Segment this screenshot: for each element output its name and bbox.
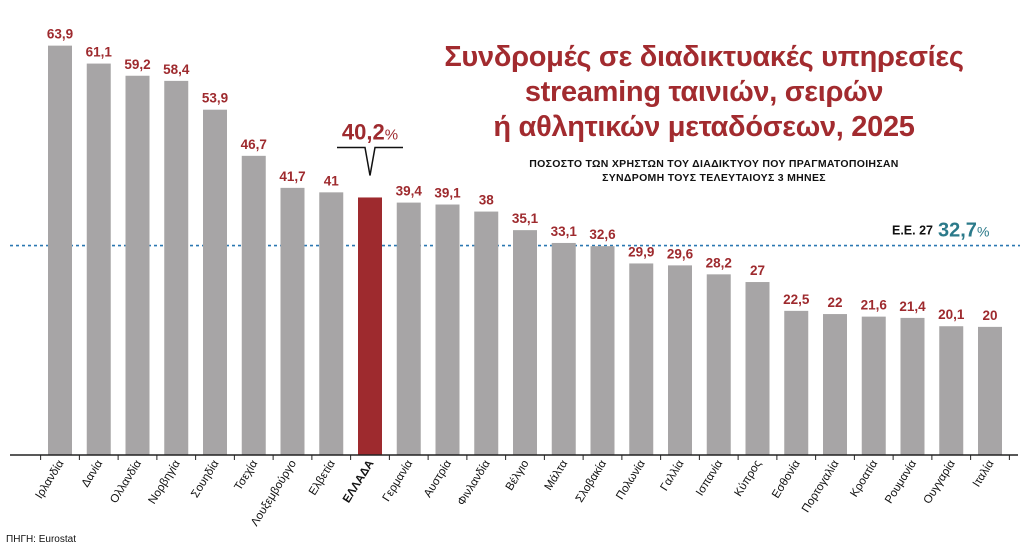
bar bbox=[629, 263, 654, 455]
value-label: 41,7 bbox=[279, 169, 305, 184]
bar bbox=[745, 282, 770, 455]
category-label: Ιρλανδία bbox=[34, 458, 67, 501]
value-label: 61,1 bbox=[86, 45, 113, 60]
eu-average-unit: % bbox=[977, 224, 989, 240]
bar bbox=[939, 326, 964, 455]
bar bbox=[280, 187, 305, 455]
chart-subtitle: ΠΟΣΟΣΤΟ ΤΩΝ ΧΡΗΣΤΩΝ ΤΟΥ ΔΙΑΔΙΚΤΥΟΥ ΠΟΥ Π… bbox=[474, 157, 954, 185]
bar bbox=[86, 63, 111, 455]
bar bbox=[784, 310, 809, 455]
category-label: Ισπανία bbox=[694, 458, 725, 498]
value-label: 39,1 bbox=[434, 186, 461, 201]
eu-average-label: Ε.Ε. 27 bbox=[892, 224, 933, 238]
category-label: Ρουμανία bbox=[883, 458, 919, 506]
value-label: 41 bbox=[324, 173, 340, 188]
bar bbox=[203, 109, 227, 455]
value-label: 29,9 bbox=[628, 244, 654, 259]
category-label: Βέλγιο bbox=[504, 458, 532, 493]
value-label: 20,1 bbox=[938, 307, 965, 322]
chart-title-line: Συνδρομές σε διαδικτυακές υπηρεσίες bbox=[444, 41, 964, 73]
value-label: 38 bbox=[479, 193, 495, 208]
eu-average-value: 32,7% bbox=[938, 220, 989, 242]
value-label: 22 bbox=[827, 295, 842, 310]
category-label: Σλοβακία bbox=[574, 458, 609, 505]
category-label: Ελβετία bbox=[307, 458, 338, 498]
bar bbox=[668, 265, 692, 455]
chart-title-line: streaming ταινιών, σειρών bbox=[524, 76, 884, 108]
category-label: ΕΛΛΑΔΑ bbox=[341, 458, 377, 505]
value-label: 21,6 bbox=[861, 298, 888, 313]
value-label: 32,6 bbox=[589, 227, 616, 242]
highlight-value-label: 40,2% bbox=[342, 119, 398, 144]
highlight-value-unit: % bbox=[385, 126, 398, 143]
bar bbox=[358, 197, 382, 455]
value-label: 22,5 bbox=[783, 292, 810, 307]
category-label: Εσθονία bbox=[770, 458, 803, 501]
category-label: Κροατία bbox=[848, 458, 880, 499]
source-note: ΠΗΓΗ: Eurostat bbox=[6, 534, 76, 545]
bar bbox=[474, 211, 499, 455]
bar bbox=[823, 314, 847, 455]
category-label: Πολωνία bbox=[614, 458, 648, 502]
category-label: Αυστρία bbox=[422, 458, 454, 500]
chart-title-line: ή αθλητικών μεταδόσεων, 2025 bbox=[493, 111, 915, 143]
category-label: Ολλανδία bbox=[108, 458, 144, 506]
value-label: 28,2 bbox=[706, 255, 732, 270]
category-label: Μάλτα bbox=[543, 458, 571, 493]
bar bbox=[241, 155, 266, 455]
bar bbox=[125, 75, 150, 455]
value-label: 53,9 bbox=[202, 91, 228, 106]
category-label: Κύπρος bbox=[732, 458, 764, 499]
value-label: 20 bbox=[982, 308, 997, 323]
bar bbox=[861, 316, 886, 455]
category-label: Ουγγαρία bbox=[922, 458, 958, 506]
category-label: Πορτογαλία bbox=[800, 458, 842, 515]
highlight-callout-pointer bbox=[337, 146, 403, 176]
value-label: 27 bbox=[750, 263, 765, 278]
bar bbox=[551, 242, 576, 455]
chart-title: Συνδρομές σε διαδικτυακές υπηρεσίες stre… bbox=[424, 40, 984, 145]
value-label: 33,1 bbox=[551, 224, 578, 239]
value-label: 21,4 bbox=[899, 299, 926, 314]
bar bbox=[164, 80, 189, 455]
chart-subtitle-line: ΠΟΣΟΣΤΟ ΤΩΝ ΧΡΗΣΤΩΝ ΤΟΥ ΔΙΑΔΙΚΤΥΟΥ ΠΟΥ Π… bbox=[529, 158, 899, 170]
chart-subtitle-line: ΣΥΝΔΡΟΜΗ ΤΟΥΣ ΤΕΛΕΥΤΑΙΟΥΣ 3 ΜΗΝΕΣ bbox=[602, 172, 826, 184]
category-label: Δανία bbox=[80, 458, 106, 489]
category-label: Γαλλία bbox=[659, 458, 687, 493]
bar bbox=[978, 326, 1002, 455]
value-label: 59,2 bbox=[124, 57, 150, 72]
category-label: Σουηδία bbox=[189, 458, 222, 500]
bar bbox=[590, 246, 615, 455]
bar bbox=[513, 230, 537, 455]
value-label: 46,7 bbox=[241, 137, 267, 152]
value-label: 58,4 bbox=[163, 62, 190, 77]
category-label: Τσεχία bbox=[233, 458, 261, 493]
bar bbox=[900, 317, 925, 455]
bar bbox=[435, 204, 460, 455]
value-label: 29,6 bbox=[667, 246, 694, 261]
bar bbox=[319, 192, 344, 455]
category-label: Νορβηγία bbox=[147, 458, 183, 506]
bar bbox=[396, 202, 421, 455]
category-label: Φινλανδία bbox=[456, 458, 493, 508]
category-label: Γερμανία bbox=[381, 458, 416, 504]
category-label: Ιταλία bbox=[971, 458, 997, 489]
value-label: 63,9 bbox=[47, 27, 73, 42]
value-label: 35,1 bbox=[512, 211, 539, 226]
bar bbox=[706, 274, 731, 455]
value-label: 39,4 bbox=[396, 184, 423, 199]
bar bbox=[48, 45, 72, 455]
